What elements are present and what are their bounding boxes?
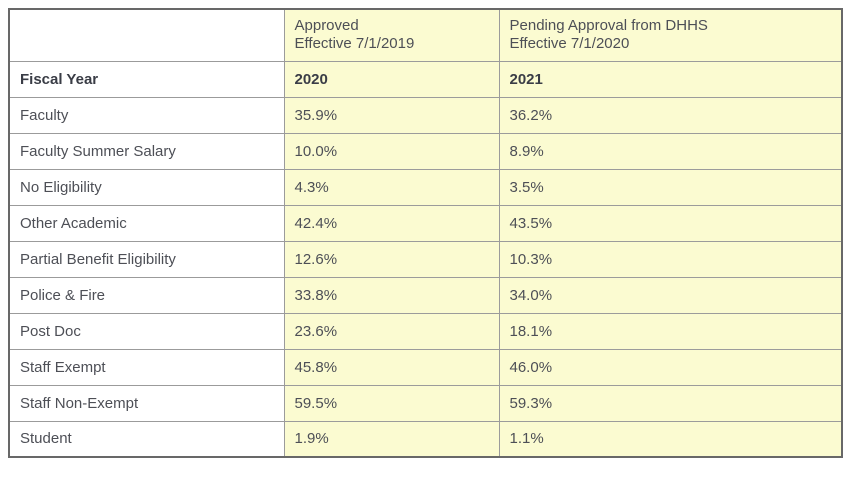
category-label-cell: Faculty Summer Salary <box>8 132 285 170</box>
table-row: No Eligibility 4.3% 3.5% <box>8 168 843 206</box>
approved-rate-cell: 59.5% <box>283 384 500 422</box>
pending-rate-cell: 3.5% <box>498 168 843 206</box>
fiscal-year-row: Fiscal Year 2020 2021 <box>8 60 843 98</box>
table-row: Police & Fire 33.8% 34.0% <box>8 276 843 314</box>
category-label-cell: Staff Exempt <box>8 348 285 386</box>
pending-rate-cell: 59.3% <box>498 384 843 422</box>
pending-rate-cell: 34.0% <box>498 276 843 314</box>
table-row: Post Doc 23.6% 18.1% <box>8 312 843 350</box>
table-row: Other Academic 42.4% 43.5% <box>8 204 843 242</box>
table-row: Faculty 35.9% 36.2% <box>8 96 843 134</box>
category-label-cell: No Eligibility <box>8 168 285 206</box>
table-row: Partial Benefit Eligibility 12.6% 10.3% <box>8 240 843 278</box>
category-label-cell: Partial Benefit Eligibility <box>8 240 285 278</box>
pending-rate-cell: 36.2% <box>498 96 843 134</box>
table-row: Staff Non-Exempt 59.5% 59.3% <box>8 384 843 422</box>
pending-rate-cell: 46.0% <box>498 348 843 386</box>
pending-rate-cell: 8.9% <box>498 132 843 170</box>
approved-rate-cell: 23.6% <box>283 312 500 350</box>
category-label-cell: Police & Fire <box>8 276 285 314</box>
pending-rate-cell: 18.1% <box>498 312 843 350</box>
approved-rate-cell: 35.9% <box>283 96 500 134</box>
category-label-cell: Staff Non-Exempt <box>8 384 285 422</box>
header-approved-line1: Approved <box>294 17 359 35</box>
pending-rate-cell: 1.1% <box>498 420 843 458</box>
category-label-cell: Post Doc <box>8 312 285 350</box>
category-label-cell: Student <box>8 420 285 458</box>
approved-rate-cell: 12.6% <box>283 240 500 278</box>
approved-rate-cell: 10.0% <box>283 132 500 170</box>
approved-rate-cell: 4.3% <box>283 168 500 206</box>
pending-rate-cell: 10.3% <box>498 240 843 278</box>
approved-rate-cell: 1.9% <box>283 420 500 458</box>
table-row: Student 1.9% 1.1% <box>8 420 843 458</box>
category-label-cell: Other Academic <box>8 204 285 242</box>
header-pending-line2: Effective 7/1/2020 <box>509 35 630 53</box>
header-approved-line2: Effective 7/1/2019 <box>294 35 415 53</box>
pending-rate-cell: 43.5% <box>498 204 843 242</box>
approved-rate-cell: 42.4% <box>283 204 500 242</box>
fiscal-year-2021-cell: 2021 <box>498 60 843 98</box>
header-pending-cell: Pending Approval from DHHS Effective 7/1… <box>498 8 843 62</box>
benefit-rates-table: Approved Effective 7/1/2019 Pending Appr… <box>8 8 843 458</box>
table-row: Staff Exempt 45.8% 46.0% <box>8 348 843 386</box>
fiscal-year-label-cell: Fiscal Year <box>8 60 285 98</box>
fiscal-year-2020-cell: 2020 <box>283 60 500 98</box>
header-pending-line1: Pending Approval from DHHS <box>509 17 708 35</box>
table-row: Faculty Summer Salary 10.0% 8.9% <box>8 132 843 170</box>
header-approved-cell: Approved Effective 7/1/2019 <box>283 8 500 62</box>
approved-rate-cell: 45.8% <box>283 348 500 386</box>
category-label-cell: Faculty <box>8 96 285 134</box>
header-blank-cell <box>8 8 285 62</box>
approved-rate-cell: 33.8% <box>283 276 500 314</box>
table-header-row: Approved Effective 7/1/2019 Pending Appr… <box>8 8 843 62</box>
